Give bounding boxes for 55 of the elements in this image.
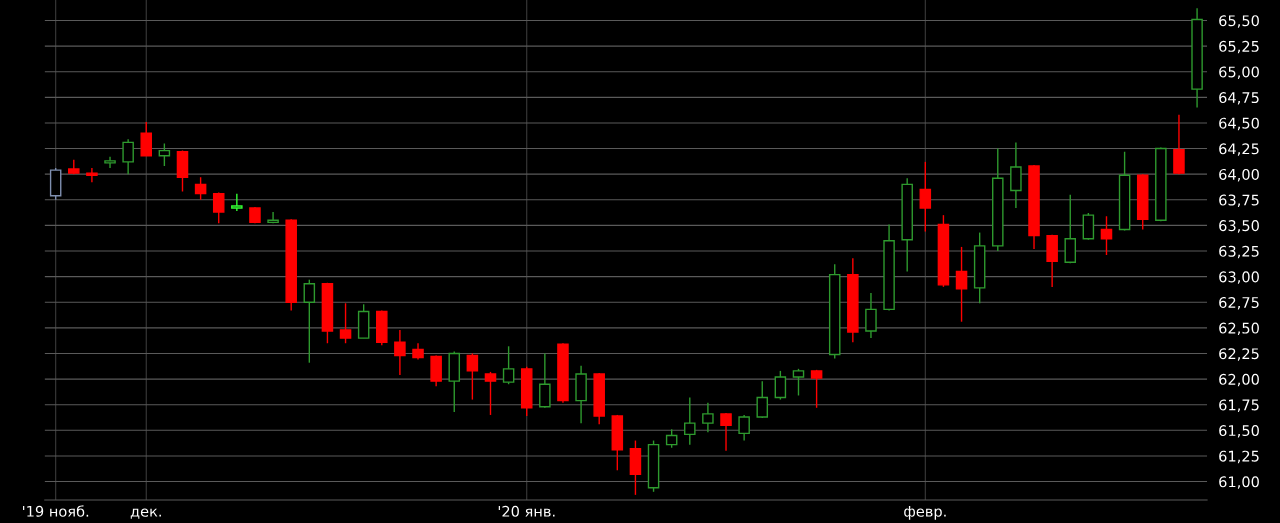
candlestick bbox=[774, 370, 787, 401]
y-tick-label: 61,75 bbox=[1219, 399, 1259, 412]
candlestick bbox=[122, 138, 134, 175]
candlestick bbox=[158, 142, 171, 167]
y-tick-label: 62,50 bbox=[1219, 322, 1259, 336]
y-tick-label: 61,00 bbox=[1219, 476, 1259, 489]
candlestick bbox=[684, 396, 696, 446]
candlestick bbox=[720, 412, 732, 452]
y-tick-label: 65,00 bbox=[1219, 66, 1259, 79]
candlestick bbox=[1082, 212, 1095, 241]
candlestick bbox=[231, 192, 243, 212]
candlestick bbox=[919, 161, 932, 233]
candlestick bbox=[810, 369, 823, 409]
candlestick bbox=[665, 428, 678, 449]
candlestick bbox=[955, 246, 968, 323]
candlestick bbox=[502, 345, 515, 385]
candlestick bbox=[738, 414, 750, 442]
candlestick bbox=[303, 279, 316, 364]
candlestick bbox=[212, 191, 225, 225]
y-tick-label: 63,25 bbox=[1219, 245, 1259, 259]
candlestick bbox=[1064, 193, 1077, 265]
candlestick bbox=[1010, 141, 1022, 209]
y-tick-label: 62,25 bbox=[1219, 348, 1259, 361]
candlestick bbox=[466, 352, 479, 401]
candlestick bbox=[792, 368, 805, 397]
y-tick-label: 62,75 bbox=[1219, 296, 1259, 310]
candlestick bbox=[539, 352, 551, 409]
x-tick-label: '20 янв. bbox=[498, 505, 555, 517]
candlestick bbox=[394, 329, 406, 376]
y-tick-label: 64,25 bbox=[1219, 143, 1259, 156]
candlestick bbox=[484, 371, 497, 416]
y-tick-label: 61,50 bbox=[1219, 425, 1259, 438]
y-tick-label: 64,50 bbox=[1219, 117, 1259, 131]
y-tick-label: 63,75 bbox=[1219, 194, 1259, 208]
x-tick-label: '19 нояб. bbox=[23, 505, 89, 517]
y-tick-label: 64,00 bbox=[1219, 168, 1259, 182]
candlestick bbox=[1100, 215, 1113, 256]
candlestick bbox=[339, 302, 352, 344]
candlestick bbox=[1173, 114, 1185, 175]
y-tick-label: 62,00 bbox=[1219, 373, 1259, 387]
x-tick-label: дек. bbox=[130, 508, 161, 519]
candlestick bbox=[86, 167, 98, 184]
y-tick-label: 64,75 bbox=[1219, 92, 1259, 105]
y-tick-label: 63,50 bbox=[1219, 220, 1259, 233]
candlestick bbox=[267, 211, 279, 225]
candlestick bbox=[865, 292, 877, 339]
y-tick-label: 63,00 bbox=[1219, 271, 1259, 284]
candlestick bbox=[140, 121, 153, 157]
candlestick bbox=[756, 380, 769, 419]
y-tick-label: 65,50 bbox=[1219, 15, 1259, 28]
y-tick-label: 61,25 bbox=[1219, 450, 1259, 464]
x-tick-label: февр. bbox=[904, 505, 946, 520]
candlestick bbox=[194, 176, 207, 201]
y-tick-label: 65,25 bbox=[1219, 40, 1259, 54]
candlestick bbox=[702, 401, 714, 434]
